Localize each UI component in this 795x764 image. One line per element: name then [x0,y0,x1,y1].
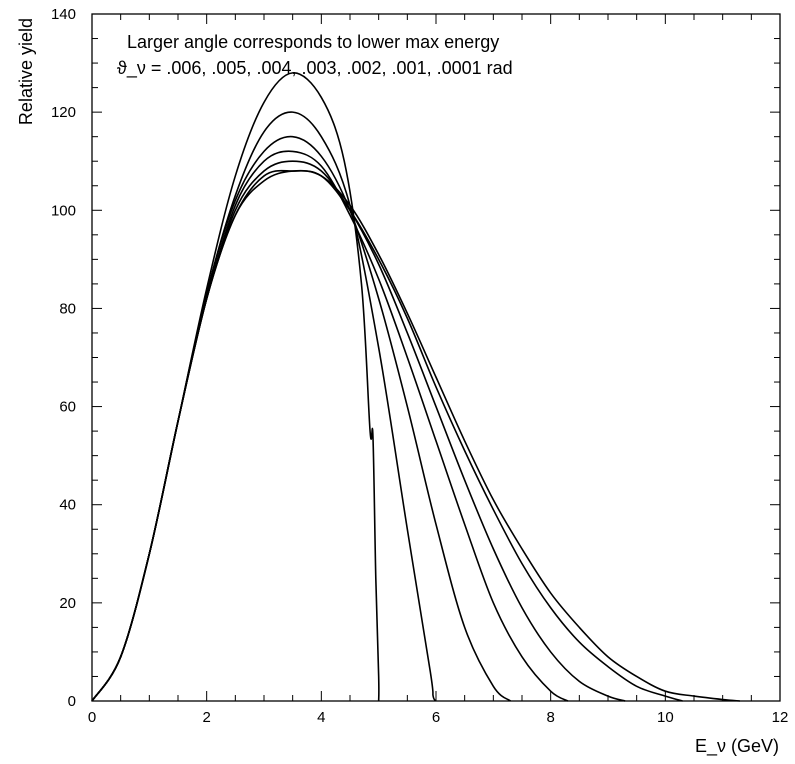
x-tick-label: 10 [657,709,674,726]
y-tick-label: 120 [51,104,76,121]
x-axis-label: E_ν (GeV) [695,736,779,757]
series-line-1 [91,72,380,702]
series-line-4 [91,150,569,702]
y-tick-label: 40 [59,497,76,514]
annotation-line-1: Larger angle corresponds to lower max en… [127,32,499,52]
tick-marks [91,13,781,702]
x-tick-label: 12 [772,709,789,726]
y-tick-label: 20 [59,595,76,612]
series-line-2 [91,111,437,702]
x-tick-label: 4 [317,709,325,726]
plot-frame [91,13,781,702]
y-axis-label: Relative yield [16,18,36,125]
series-line-7 [91,169,740,702]
y-tick-label: 140 [51,6,76,23]
series-line-3 [91,135,512,702]
annotation-line-2: ϑ_ν = .006, .005, .004, .003, .002, .001… [117,58,513,79]
y-tick-label: 100 [51,202,76,219]
series-curves [91,72,740,702]
x-tick-label: 8 [546,709,554,726]
x-tick-label: 6 [432,709,440,726]
x-tick-label: 0 [88,709,96,726]
y-tick-label: 60 [59,399,76,416]
series-line-6 [91,169,683,702]
y-tick-label: 80 [59,300,76,317]
x-tick-label: 2 [202,709,210,726]
y-tick-label: 0 [68,693,76,710]
